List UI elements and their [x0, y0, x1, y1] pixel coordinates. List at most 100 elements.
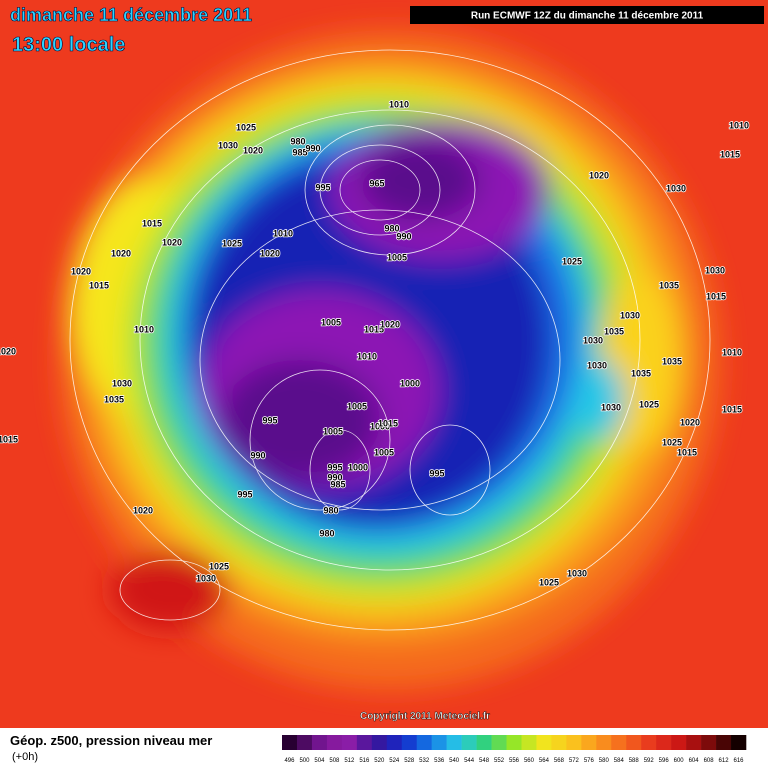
- color-swatch: [416, 735, 432, 750]
- color-swatch: [311, 735, 328, 750]
- level-label: 520: [374, 758, 385, 764]
- color-swatch: [461, 735, 477, 750]
- isobar-label: 1020: [589, 170, 609, 180]
- level-label: 528: [404, 758, 415, 764]
- color-swatch: [386, 735, 403, 750]
- isobar-label: 1020: [380, 319, 400, 329]
- level-label: 592: [644, 758, 655, 764]
- color-swatch: [536, 735, 552, 750]
- level-label: 612: [719, 758, 730, 764]
- level-label: 600: [674, 758, 685, 764]
- legend-step: (+0h): [12, 751, 38, 763]
- isobar-label: 985: [330, 479, 345, 489]
- isobar-label: 1030: [620, 310, 640, 320]
- isobar-label: 1015: [722, 404, 742, 414]
- field: [0, 0, 768, 728]
- level-label: 584: [614, 758, 625, 764]
- isobar-label: 995: [262, 415, 277, 425]
- color-swatch: [656, 735, 672, 750]
- color-swatch: [506, 735, 522, 750]
- isobar-label: 1035: [659, 280, 679, 290]
- isobar-label: 1015: [0, 434, 18, 444]
- isobar-label: 1015: [142, 218, 162, 228]
- level-label: 540: [449, 758, 460, 764]
- isobar-label: 980: [323, 505, 338, 515]
- isobar-label: 1025: [662, 437, 682, 447]
- level-label: 588: [629, 758, 640, 764]
- color-swatch: [686, 735, 702, 750]
- color-swatch: [581, 735, 597, 750]
- isobar-label: 1030: [666, 183, 686, 193]
- level-label: 572: [569, 758, 580, 764]
- isobar-label: 1000: [370, 421, 390, 431]
- isobar-label: 990: [305, 143, 320, 153]
- isobar-label: 1025: [639, 399, 659, 409]
- level-label: 576: [584, 758, 595, 764]
- isobar-label: 1010: [729, 120, 749, 130]
- level-label: 560: [524, 758, 535, 764]
- isobar-label: 1020: [111, 248, 131, 258]
- isobar-label: 1035: [604, 326, 624, 336]
- isobar-label: 985: [292, 147, 307, 157]
- color-swatch: [326, 735, 343, 750]
- isobar-label: 1030: [218, 140, 238, 150]
- isobar-label: 1020: [680, 417, 700, 427]
- isobar-label: 1025: [222, 238, 242, 248]
- color-swatch: [611, 735, 627, 750]
- isobar-label: 1025: [539, 577, 559, 587]
- level-label: 536: [434, 758, 445, 764]
- color-swatch: [626, 735, 642, 750]
- isobar-label: 1030: [583, 335, 603, 345]
- level-label: 544: [464, 758, 475, 764]
- level-label: 568: [554, 758, 565, 764]
- isobar-label: 980: [384, 223, 399, 233]
- isobar-label: 1000: [400, 378, 420, 388]
- isobar-label: 1015: [378, 418, 398, 428]
- isobar-label: 1035: [631, 368, 651, 378]
- isobar-label: 1010: [389, 99, 409, 109]
- level-label: 596: [659, 758, 670, 764]
- isobar-label: 1020: [0, 346, 16, 356]
- level-label: 608: [704, 758, 715, 764]
- isobar-label: 990: [250, 450, 265, 460]
- level-label: 552: [494, 758, 505, 764]
- level-label: 556: [509, 758, 520, 764]
- color-swatch: [371, 735, 388, 750]
- level-label: 504: [314, 758, 325, 764]
- level-label: 532: [419, 758, 430, 764]
- color-swatch: [701, 735, 717, 750]
- isobar-label: 1010: [722, 347, 742, 357]
- level-label: 500: [299, 758, 310, 764]
- color-swatch: [282, 735, 298, 750]
- color-swatch: [431, 735, 447, 750]
- isobar-label: 1015: [706, 291, 726, 301]
- isobar-label: 1020: [133, 505, 153, 515]
- level-label: 512: [344, 758, 355, 764]
- legend-title: Géop. z500, pression niveau mer: [10, 733, 212, 748]
- color-swatch: [446, 735, 462, 750]
- isobar-label: 1035: [104, 394, 124, 404]
- color-swatch: [296, 735, 313, 750]
- isobar-label: 995: [327, 462, 342, 472]
- color-swatch: [341, 735, 358, 750]
- color-swatch: [401, 735, 418, 750]
- color-swatch: [551, 735, 567, 750]
- isobar-label: 1010: [357, 351, 377, 361]
- level-label: 548: [479, 758, 490, 764]
- level-label: 516: [359, 758, 370, 764]
- isobar-label: 1030: [112, 378, 132, 388]
- isobar-label: 1030: [567, 568, 587, 578]
- isobar-label: 965: [369, 178, 384, 188]
- isobar-label: 995: [429, 468, 444, 478]
- color-swatch: [566, 735, 582, 750]
- title: dimanche 11 décembre 2011: [10, 5, 252, 25]
- color-swatch: [491, 735, 507, 750]
- isobar-label: 980: [290, 136, 305, 146]
- subtitle: 13:00 locale: [12, 34, 125, 56]
- isobar-label: 1015: [89, 280, 109, 290]
- level-label: 604: [689, 758, 700, 764]
- isobar-label: 1000: [348, 462, 368, 472]
- isobar-label: 1020: [260, 248, 280, 258]
